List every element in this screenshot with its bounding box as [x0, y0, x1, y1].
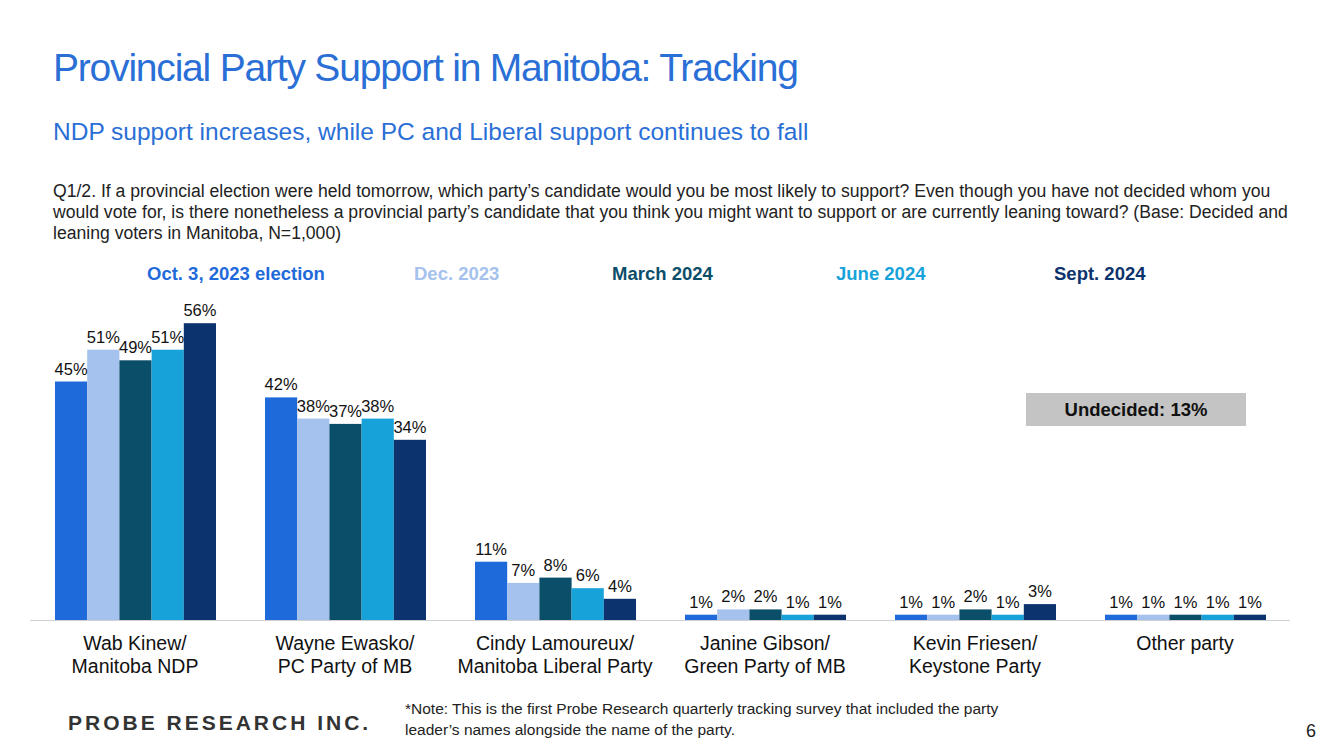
- bar: [329, 424, 361, 620]
- bar: [1024, 604, 1056, 620]
- bar: [265, 397, 297, 620]
- data-labels: 45% 51%49%51% 56% 42% 38%37%38% 34% 11%7% 8% 6% 4…: [55, 301, 1263, 611]
- data-label: 1%: [1174, 593, 1198, 611]
- data-label: 56%: [183, 301, 216, 319]
- question-text: Q1/2. If a provincial election were held…: [53, 181, 1303, 244]
- bar: [475, 562, 507, 620]
- data-label: 1%: [1141, 593, 1165, 611]
- bar: [55, 382, 87, 621]
- category-line: Manitoba NDP: [72, 655, 199, 677]
- data-label: 49%: [119, 338, 152, 356]
- bar: [362, 419, 394, 620]
- category-line: Wab Kinew/: [83, 632, 187, 654]
- bar: [572, 588, 604, 620]
- data-label: 2%: [721, 587, 745, 605]
- bar: [685, 615, 717, 620]
- data-label: 8%: [544, 556, 568, 574]
- category-line: Green Party of MB: [684, 655, 845, 677]
- annotation: Undecided: 13%: [1026, 393, 1246, 426]
- legend-entry: Oct. 3, 2023 election: [147, 263, 325, 284]
- bar: [1234, 615, 1266, 620]
- brand: PROBE RESEARCH INC.: [68, 711, 371, 735]
- data-label: 3%: [1028, 582, 1052, 600]
- data-label: 1%: [931, 593, 955, 611]
- page-number: 6: [1306, 721, 1316, 742]
- note: *Note: This is the first Probe Research …: [405, 698, 1005, 740]
- legend-entry: March 2024: [612, 263, 713, 284]
- legend-entry: June 2024: [836, 263, 926, 284]
- data-label: 1%: [818, 593, 842, 611]
- data-label: 38%: [361, 397, 394, 415]
- bar: [119, 360, 151, 620]
- bar: [184, 323, 216, 620]
- data-label: 1%: [1238, 593, 1262, 611]
- category-label: Kevin Friesen/Keystone Party: [909, 632, 1041, 677]
- bar: [604, 599, 636, 620]
- title: Provincial Party Support in Manitoba: Tr…: [53, 46, 798, 90]
- category-label: Other party: [1136, 632, 1234, 654]
- data-label: 4%: [608, 577, 632, 595]
- bar: [87, 350, 119, 620]
- data-label: 6%: [576, 566, 600, 584]
- data-label: 51%: [151, 328, 184, 346]
- category-label: Wab Kinew/Manitoba NDP: [72, 632, 199, 677]
- bar: [895, 615, 927, 620]
- bar: [152, 350, 184, 620]
- bar: [1169, 615, 1201, 620]
- category-line: Kevin Friesen/: [913, 632, 1038, 654]
- data-label: 1%: [996, 593, 1020, 611]
- category-line: Cindy Lamoureux/: [476, 632, 635, 654]
- category-line: Janine Gibson/: [700, 632, 831, 654]
- category-label: Wayne Ewasko/PC Party of MB: [275, 632, 415, 677]
- bar: [394, 440, 426, 620]
- data-label: 38%: [297, 397, 330, 415]
- data-label: 34%: [393, 418, 426, 436]
- category-label: Janine Gibson/Green Party of MB: [684, 632, 845, 677]
- bar: [1202, 615, 1234, 620]
- data-label: 7%: [511, 561, 535, 579]
- chart: Oct. 3, 2023 election Dec. 2023 March 2024…: [0, 0, 1338, 755]
- legend-entry: Sept. 2024: [1054, 263, 1146, 284]
- data-label: 1%: [689, 593, 713, 611]
- legend-entry: Dec. 2023: [414, 263, 499, 284]
- data-label: 42%: [265, 375, 298, 393]
- data-label: 2%: [754, 587, 778, 605]
- category-label: Cindy Lamoureux/Manitoba Liberal Party: [457, 632, 652, 677]
- data-label: 1%: [1206, 593, 1230, 611]
- axis-line: [30, 620, 1290, 621]
- bar: [814, 615, 846, 620]
- data-label: 45%: [55, 360, 88, 378]
- data-label: 2%: [964, 587, 988, 605]
- category-line: Other party: [1136, 632, 1234, 654]
- data-label: 51%: [87, 328, 120, 346]
- bar: [717, 609, 749, 620]
- bar: [507, 583, 539, 620]
- data-label: 1%: [786, 593, 810, 611]
- bar: [782, 615, 814, 620]
- subtitle: NDP support increases, while PC and Libe…: [53, 118, 808, 146]
- bar: [297, 419, 329, 620]
- data-label: 11%: [475, 540, 507, 558]
- bar: [992, 615, 1024, 620]
- bar: [1105, 615, 1137, 620]
- bar: [749, 609, 781, 620]
- data-label: 1%: [1109, 593, 1133, 611]
- data-label: 37%: [329, 402, 362, 420]
- category-line: Manitoba Liberal Party: [457, 655, 652, 677]
- bar: [927, 615, 959, 620]
- bar: [1137, 615, 1169, 620]
- category-line: PC Party of MB: [278, 655, 412, 677]
- bars: [55, 323, 1266, 620]
- category-line: Keystone Party: [909, 655, 1041, 677]
- data-label: 1%: [899, 593, 923, 611]
- category-line: Wayne Ewasko/: [275, 632, 415, 654]
- bar: [959, 609, 991, 620]
- bar: [539, 578, 571, 620]
